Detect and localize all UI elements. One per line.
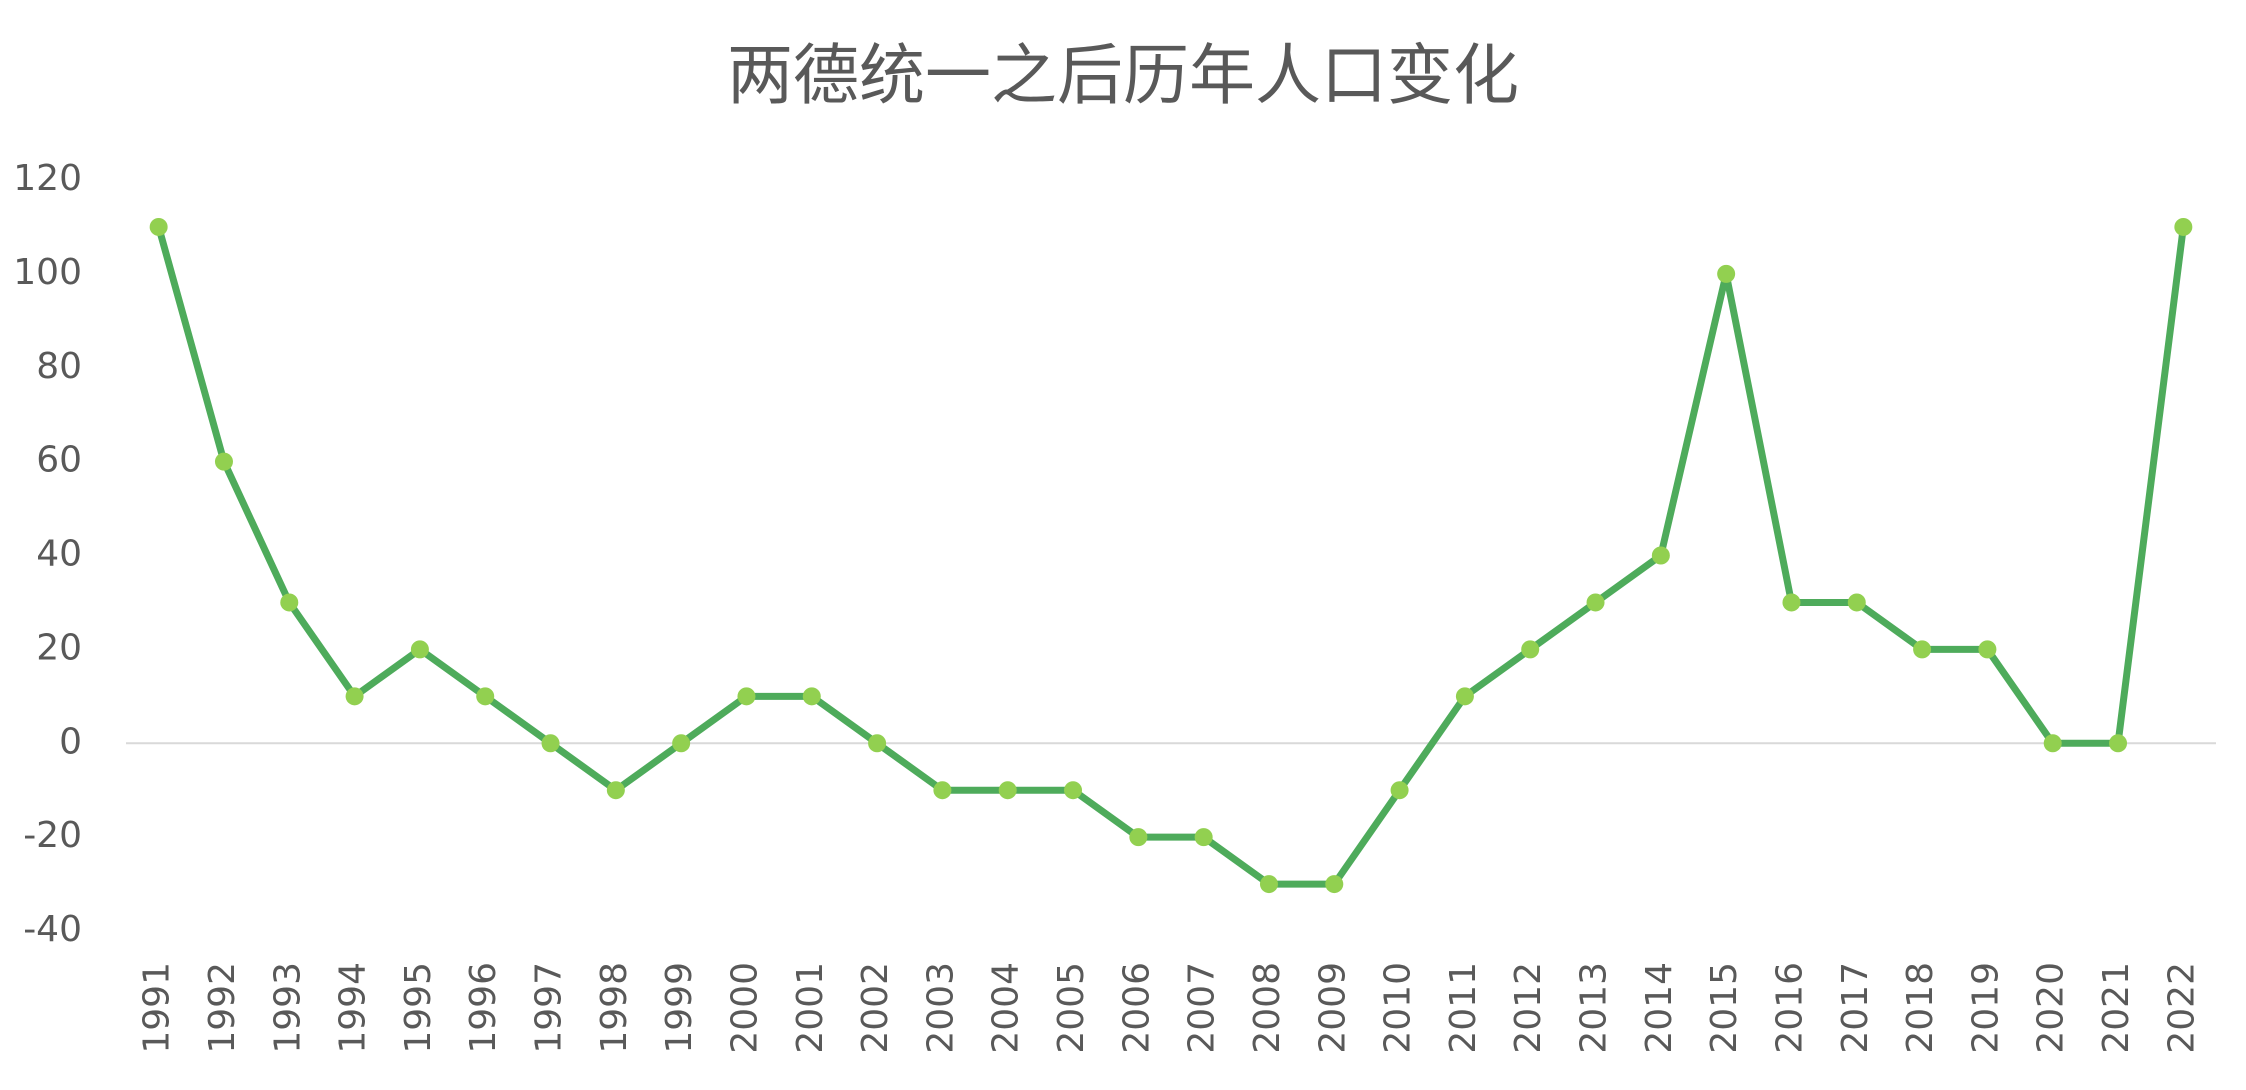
y-tick-label: 60 [36,440,82,481]
marker [1978,640,1997,659]
marker [476,687,495,706]
y-tick-label: 120 [13,158,82,199]
x-tick-label: 2003 [920,962,961,1054]
x-tick-label: 2010 [1378,962,1419,1054]
y-tick-label: 40 [36,534,82,575]
marker [1521,640,1540,659]
x-tick-label: 1997 [529,962,570,1054]
marker [1651,546,1670,565]
marker [214,452,233,471]
marker [149,217,168,236]
x-tick-label: 2016 [1769,962,1810,1054]
marker [1390,781,1409,800]
x-tick-label: 2000 [724,962,765,1054]
x-tick-label: 2006 [1116,962,1157,1054]
marker [1913,640,1932,659]
x-tick-label: 2017 [1835,962,1876,1054]
marker [2174,217,2193,236]
marker [802,687,821,706]
x-tick-label: 2002 [855,962,896,1054]
x-tick-label: 2021 [2096,962,2137,1054]
x-tick-label: 1995 [398,962,439,1054]
x-tick-label: 2007 [1182,962,1223,1054]
marker [1586,593,1605,612]
x-tick-label: 1999 [659,962,700,1054]
x-tick-label: 2014 [1639,962,1680,1054]
marker [672,734,691,753]
marker [1847,593,1866,612]
x-tick-label: 1991 [137,962,178,1054]
x-tick-label: 2019 [1965,962,2006,1054]
marker [868,734,887,753]
marker [1259,875,1278,894]
marker [2109,734,2128,753]
x-tick-label: 2018 [1900,962,1941,1054]
y-tick-label: 20 [36,627,82,668]
y-tick-label: 100 [13,252,82,293]
x-tick-label: 2022 [2161,962,2202,1054]
marker [280,593,299,612]
line [155,225,2187,888]
marker [410,640,429,659]
marker [1717,264,1736,283]
x-tick-label: 2008 [1247,962,1288,1054]
x-tick-label: 1996 [463,962,504,1054]
marker [2043,734,2062,753]
marker [1325,875,1344,894]
marker [1064,781,1083,800]
y-tick-label: 80 [36,346,82,387]
marker [737,687,756,706]
x-tick-label: 2004 [986,962,1027,1054]
x-tick-label: 1992 [202,962,243,1054]
marker [1194,828,1213,847]
marker [541,734,560,753]
y-tick-label: -20 [23,815,82,856]
chart-title: 两德统一之后历年人口变化 [727,37,1519,114]
x-tick-label: 2005 [1051,962,1092,1054]
x-tick-label: 2009 [1312,962,1353,1054]
x-tick-label: 2012 [1508,962,1549,1054]
marker [606,781,625,800]
y-tick-label: 0 [59,721,82,762]
marker [345,687,364,706]
marker [933,781,952,800]
x-tick-label: 2020 [2031,962,2072,1054]
y-tick-label: -40 [23,909,82,950]
marker [1782,593,1801,612]
x-tick-label: 2015 [1704,962,1745,1054]
marker [1455,687,1474,706]
marker [998,781,1017,800]
marker [1129,828,1148,847]
x-tick-label: 1998 [594,962,635,1054]
x-tick-label: 2011 [1443,962,1484,1054]
x-tick-label: 1994 [333,962,374,1054]
x-tick-label: 2013 [1574,962,1615,1054]
x-tick-label: 1993 [267,962,308,1054]
x-tick-label: 2001 [790,962,831,1054]
